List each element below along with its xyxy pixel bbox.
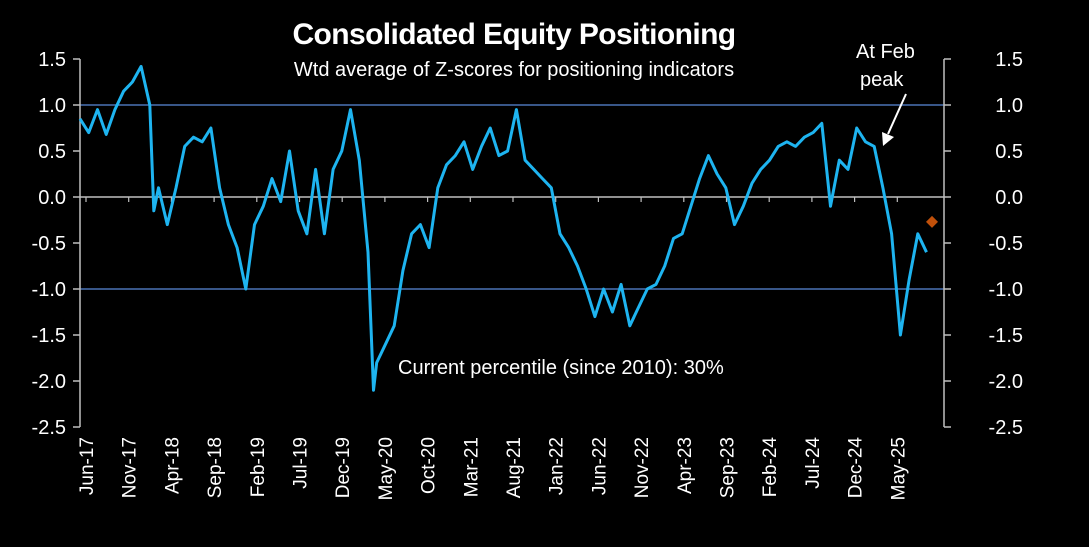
x-axis-labels: Jun-17 Nov-17 Apr-18 Sep-18 Feb-19 Jul-19 Dec-… bbox=[77, 437, 909, 501]
annotation-percentile: Current percentile (since 2010): 30% bbox=[398, 357, 724, 379]
x-tick-label: Apr-23 bbox=[675, 437, 696, 494]
y-tick-left-label: 0.5 bbox=[38, 141, 66, 163]
annotation-feb-peak-line2: peak bbox=[860, 69, 904, 91]
y-tick-left-label: -1.5 bbox=[32, 325, 66, 347]
y-tick-right-label: -1.0 bbox=[989, 279, 1023, 301]
x-tick-label: Sep-18 bbox=[205, 437, 226, 498]
series-line bbox=[78, 64, 928, 392]
y-axis-right-labels: 1.5 1.0 0.5 0.0 -0.5 -1.0 -1.5 -2.0 -2.5 bbox=[989, 49, 1023, 439]
y-tick-right-label: 1.0 bbox=[995, 95, 1023, 117]
x-tick-label: Apr-18 bbox=[162, 437, 183, 494]
reference-lines bbox=[80, 104, 944, 290]
x-tick-label: Nov-17 bbox=[120, 437, 141, 498]
y-tick-right-label: -2.5 bbox=[989, 417, 1023, 439]
x-tick-label: Jan-22 bbox=[547, 437, 568, 495]
y-tick-left-label: -1.0 bbox=[32, 279, 66, 301]
feb-peak-arrow bbox=[882, 93, 907, 146]
x-tick-label: Sep-23 bbox=[718, 437, 739, 498]
y-tick-right-label: -0.5 bbox=[989, 233, 1023, 255]
x-tick-label: Dec-24 bbox=[846, 437, 867, 499]
x-tick-label: Mar-21 bbox=[461, 437, 482, 497]
y-tick-left-label: 0.0 bbox=[38, 187, 66, 209]
y-tick-right-label: 0.5 bbox=[995, 141, 1023, 163]
annotation-feb-peak-line1: At Feb bbox=[856, 41, 915, 63]
y-tick-right-label: 1.5 bbox=[995, 49, 1023, 71]
y-tick-right-label: -1.5 bbox=[989, 325, 1023, 347]
y-tick-left-label: -2.5 bbox=[32, 417, 66, 439]
x-tick-label: Feb-24 bbox=[760, 437, 781, 498]
chart-subtitle: Wtd average of Z-scores for positioning … bbox=[294, 59, 734, 81]
x-tick-label: Feb-19 bbox=[248, 437, 269, 497]
x-tick-label: May-20 bbox=[376, 437, 397, 500]
x-tick-label: Jun-22 bbox=[589, 437, 610, 495]
x-tick-label: Jun-17 bbox=[77, 437, 98, 495]
x-tick-label: Aug-21 bbox=[504, 437, 525, 498]
x-tick-label: Dec-19 bbox=[333, 437, 354, 498]
chart-title: Consolidated Equity Positioning bbox=[292, 18, 735, 51]
feb-peak-arrow-head bbox=[882, 132, 894, 146]
y-tick-left-label: 1.5 bbox=[38, 49, 66, 71]
current-point-marker bbox=[925, 215, 938, 228]
y-tick-left-label: -2.0 bbox=[32, 371, 66, 393]
y-tick-right-label: 0.0 bbox=[995, 187, 1023, 209]
y-tick-left-label: -0.5 bbox=[32, 233, 66, 255]
y-tick-right-label: -2.0 bbox=[989, 371, 1023, 393]
feb-peak-arrow-shaft bbox=[887, 93, 907, 135]
y-tick-left-label: 1.0 bbox=[38, 95, 66, 117]
x-tick-label: Oct-20 bbox=[419, 437, 440, 494]
x-tick-label: Jul-24 bbox=[803, 437, 824, 489]
x-tick-label: Jul-19 bbox=[291, 437, 312, 489]
y-axis-left-labels: 1.5 1.0 0.5 0.0 -0.5 -1.0 -1.5 -2.0 -2.5 bbox=[32, 49, 66, 439]
x-tick-label: May-25 bbox=[888, 437, 909, 500]
x-tick-label: Nov-22 bbox=[632, 437, 653, 498]
